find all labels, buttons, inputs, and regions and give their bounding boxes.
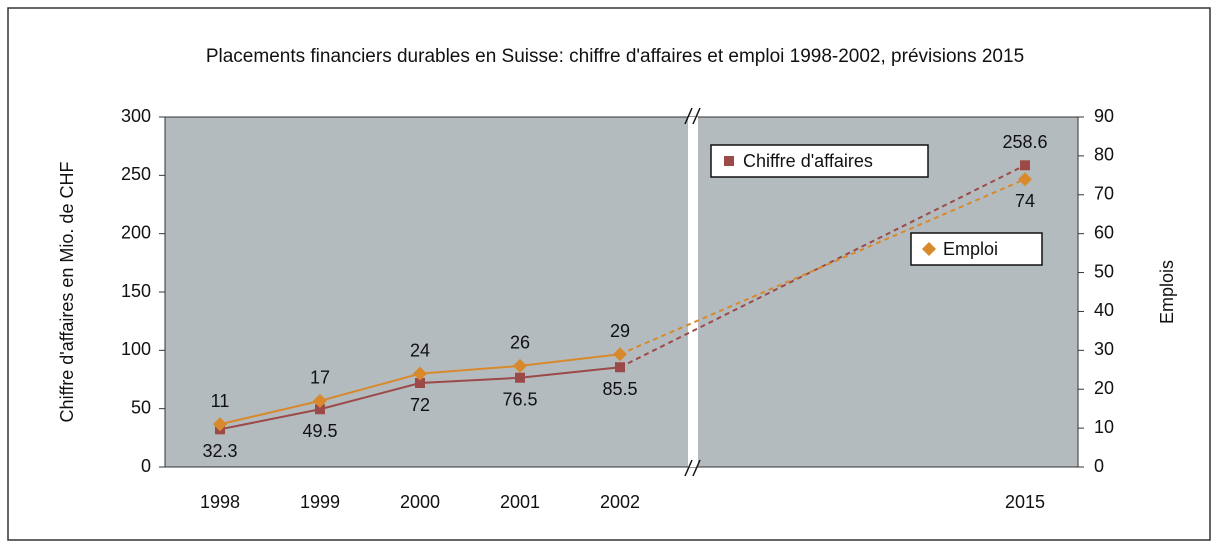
marker: [724, 156, 734, 166]
axis-break: [688, 117, 698, 467]
y2-axis-label: Emplois: [1157, 260, 1177, 324]
y-tick-label: 50: [131, 397, 151, 417]
y2-tick-label: 0: [1094, 456, 1104, 476]
x-tick-label: 1998: [200, 492, 240, 512]
marker: [615, 362, 625, 373]
marker: [315, 404, 325, 415]
data-label: 24: [410, 340, 430, 360]
break-marks: [684, 107, 701, 477]
legend-label: Emploi: [943, 239, 998, 259]
data-label: 72: [410, 395, 430, 415]
forecast-line: [619, 178, 1026, 356]
y-tick-label: 100: [121, 339, 151, 359]
data-label: 29: [610, 321, 630, 341]
marker: [415, 378, 425, 388]
marker: [513, 358, 527, 373]
marker: [515, 372, 525, 383]
legend-box: [710, 144, 929, 178]
data-label: 74: [1015, 191, 1035, 211]
marker: [1018, 172, 1032, 187]
y2-tick-label: 90: [1094, 106, 1114, 126]
y2-tick-label: 50: [1094, 261, 1114, 281]
y2-tick-label: 10: [1094, 417, 1114, 437]
data-label: 17: [310, 368, 330, 388]
x-tick-label: 2000: [400, 492, 440, 512]
marker: [922, 242, 936, 256]
data-label: 85.5: [602, 379, 637, 399]
y2-tick-label: 40: [1094, 300, 1114, 320]
marker: [213, 417, 227, 432]
y-tick-label: 150: [121, 281, 151, 301]
chart-title: Placements financiers durables en Suisse…: [206, 46, 1024, 67]
y-tick-label: 200: [121, 222, 151, 242]
y-tick-label: 250: [121, 164, 151, 184]
data-label: 49.5: [302, 421, 337, 441]
data-label: 11: [211, 391, 230, 411]
y2-tick-label: 70: [1094, 184, 1114, 204]
x-tick-label: 2001: [500, 492, 540, 512]
data-label: 258.6: [1002, 132, 1047, 152]
y-axis-label: Chiffre d'affaires en Mio. de CHF: [57, 162, 77, 423]
x-tick-label: 2015: [1005, 492, 1045, 512]
legend-label: Chiffre d'affaires: [743, 151, 873, 171]
y-tick-label: 300: [121, 106, 151, 126]
marker: [313, 393, 327, 408]
data-label: 76.5: [502, 390, 537, 410]
data-label: 32.3: [202, 441, 237, 461]
y2-tick-label: 80: [1094, 145, 1114, 165]
y-tick-label: 0: [141, 456, 151, 476]
marker: [1020, 160, 1030, 171]
marker: [413, 366, 427, 381]
data-label: 26: [510, 333, 530, 353]
x-tick-label: 1999: [300, 492, 340, 512]
marker: [613, 347, 627, 362]
y2-tick-label: 20: [1094, 378, 1114, 398]
y2-tick-label: 30: [1094, 339, 1114, 359]
plot-area: [164, 116, 1079, 468]
y2-tick-label: 60: [1094, 222, 1114, 242]
x-tick-label: 2002: [600, 492, 640, 512]
